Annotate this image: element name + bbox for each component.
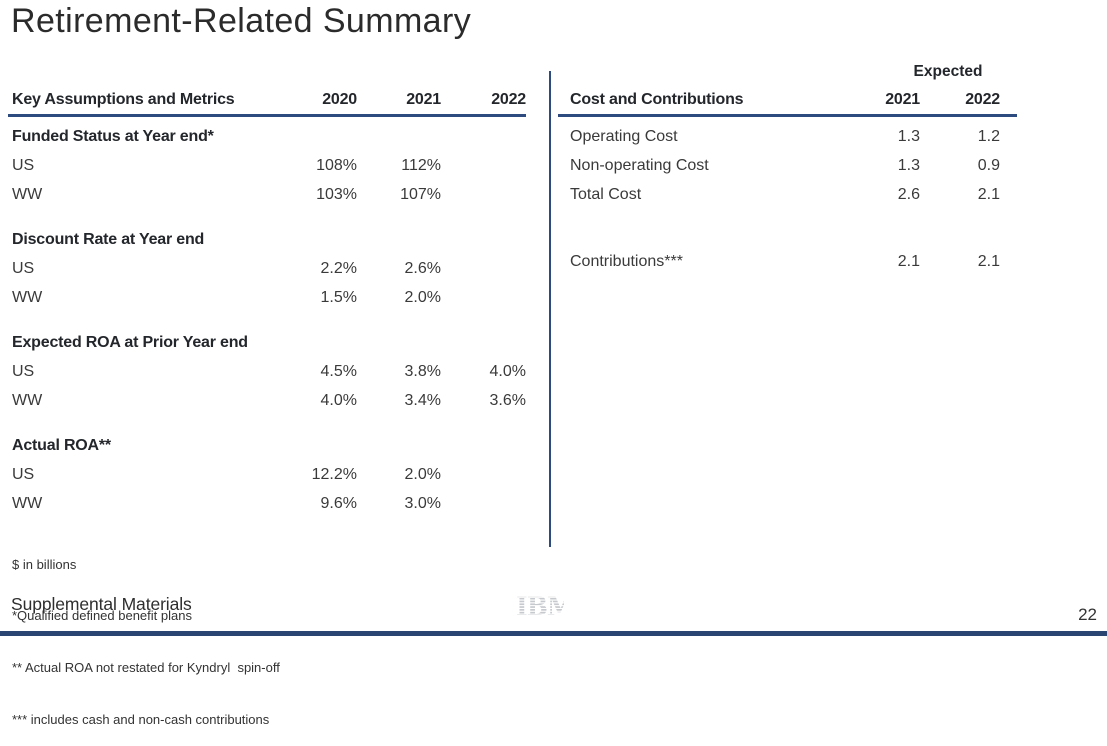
row-label: Non-operating Cost: [570, 157, 709, 174]
table-row: US 4.5% 3.8% 4.0%: [8, 357, 526, 386]
footnote-contributions: *** includes cash and non-cash contribut…: [12, 712, 270, 728]
key-assumptions-table: Key Assumptions and Metrics 2020 2021 20…: [8, 88, 526, 518]
cell-value: 2.2%: [320, 260, 357, 277]
cell-value: 3.0%: [404, 495, 441, 512]
cost-contributions-header-row: Cost and Contributions 2021 2022: [558, 88, 1017, 117]
year-header-2021: 2021: [406, 91, 441, 108]
table-row: WW 103% 107%: [8, 180, 526, 209]
slide-bottom-bar: [0, 631, 1107, 636]
year-header-2022: 2022: [491, 91, 526, 108]
cost-contributions-header-label: Cost and Contributions: [570, 91, 744, 108]
page-title: Retirement-Related Summary: [11, 2, 472, 40]
footnote-qualified-plans: *Qualified defined benefit plans: [12, 608, 192, 624]
cell-value: [441, 283, 526, 312]
ibm-logo-icon: IBM: [516, 591, 575, 622]
section-title: Funded Status at Year end*: [12, 128, 214, 145]
expected-column-label: Expected: [913, 63, 983, 80]
table-row: US 2.2% 2.6%: [8, 254, 526, 283]
cell-value: 2.6: [897, 186, 920, 203]
cell-value: 2.0%: [404, 466, 441, 483]
table-row: US 108% 112%: [8, 151, 526, 180]
table-row: WW 4.0% 3.4% 3.6%: [8, 386, 526, 415]
cell-value: [441, 151, 526, 180]
cell-value: 2.1: [977, 186, 1000, 203]
table-row: Non-operating Cost 1.3 0.9: [558, 151, 1017, 180]
year-header-2021: 2021: [885, 91, 920, 108]
cell-value: 0.9: [977, 157, 1000, 174]
row-label: Operating Cost: [570, 128, 678, 145]
table-divider-line: [549, 71, 551, 547]
cell-value: 4.0%: [320, 392, 357, 409]
row-label: WW: [12, 289, 43, 306]
table-row: Total Cost 2.6 2.1: [558, 180, 1017, 209]
key-assumptions-header-row: Key Assumptions and Metrics 2020 2021 20…: [8, 88, 526, 117]
row-label: US: [12, 363, 35, 380]
cell-value: 2.6%: [404, 260, 441, 277]
page-number: 22: [1078, 605, 1097, 624]
row-label: WW: [12, 186, 43, 203]
cell-value: 1.3: [897, 157, 920, 174]
row-label: US: [12, 157, 35, 174]
row-label: Total Cost: [570, 186, 642, 203]
table-row: US 12.2% 2.0%: [8, 460, 526, 489]
section-expected-roa: Expected ROA at Prior Year end US 4.5% 3…: [8, 328, 526, 415]
row-label: US: [12, 260, 35, 277]
cell-value: [441, 489, 526, 518]
cell-value: 1.2: [977, 128, 1000, 145]
cell-value: [441, 180, 526, 209]
row-label: WW: [12, 392, 43, 409]
section-funded-status: Funded Status at Year end* US 108% 112% …: [8, 122, 526, 209]
section-actual-roa: Actual ROA** US 12.2% 2.0% WW 9.6% 3.0%: [8, 431, 526, 518]
cell-value: 2.0%: [404, 289, 441, 306]
table-row: WW 9.6% 3.0%: [8, 489, 526, 518]
cell-value: 3.4%: [404, 392, 441, 409]
row-label: US: [12, 466, 35, 483]
section-title: Discount Rate at Year end: [12, 231, 205, 248]
year-header-2020: 2020: [322, 91, 357, 108]
year-header-2022: 2022: [965, 91, 1000, 108]
table-row: Contributions*** 2.1 2.1: [558, 247, 1017, 276]
cell-value: 1.5%: [320, 289, 357, 306]
table-row: Operating Cost 1.3 1.2: [558, 122, 1017, 151]
cell-value: 103%: [316, 186, 357, 203]
cell-value: 4.5%: [320, 363, 357, 380]
key-assumptions-header-label: Key Assumptions and Metrics: [12, 91, 235, 108]
cell-value: 3.6%: [489, 392, 526, 409]
cell-value: [441, 460, 526, 489]
section-title: Actual ROA**: [12, 437, 111, 454]
svg-text:IBM: IBM: [516, 592, 564, 617]
cell-value: 3.8%: [404, 363, 441, 380]
row-label: WW: [12, 495, 43, 512]
table-row: WW 1.5% 2.0%: [8, 283, 526, 312]
cell-value: 1.3: [897, 128, 920, 145]
footer-label: Supplemental Materials: [11, 594, 192, 614]
section-discount-rate: Discount Rate at Year end US 2.2% 2.6% W…: [8, 225, 526, 312]
cost-contributions-table: Expected Cost and Contributions 2021 202…: [558, 63, 1017, 276]
cell-value: 9.6%: [320, 495, 357, 512]
cell-value: 107%: [400, 186, 441, 203]
row-label: Contributions***: [570, 253, 683, 270]
cell-value: 2.1: [977, 253, 1000, 270]
cell-value: 12.2%: [311, 466, 357, 483]
cell-value: 2.1: [897, 253, 920, 270]
cell-value: 112%: [401, 157, 441, 174]
footnote-units: $ in billions: [12, 556, 77, 572]
section-title: Expected ROA at Prior Year end: [12, 334, 248, 351]
cell-value: 4.0%: [489, 363, 526, 380]
footnote-actual-roa: ** Actual ROA not restated for Kyndryl s…: [12, 660, 280, 676]
cell-value: [441, 254, 526, 283]
cell-value: 108%: [316, 157, 357, 174]
